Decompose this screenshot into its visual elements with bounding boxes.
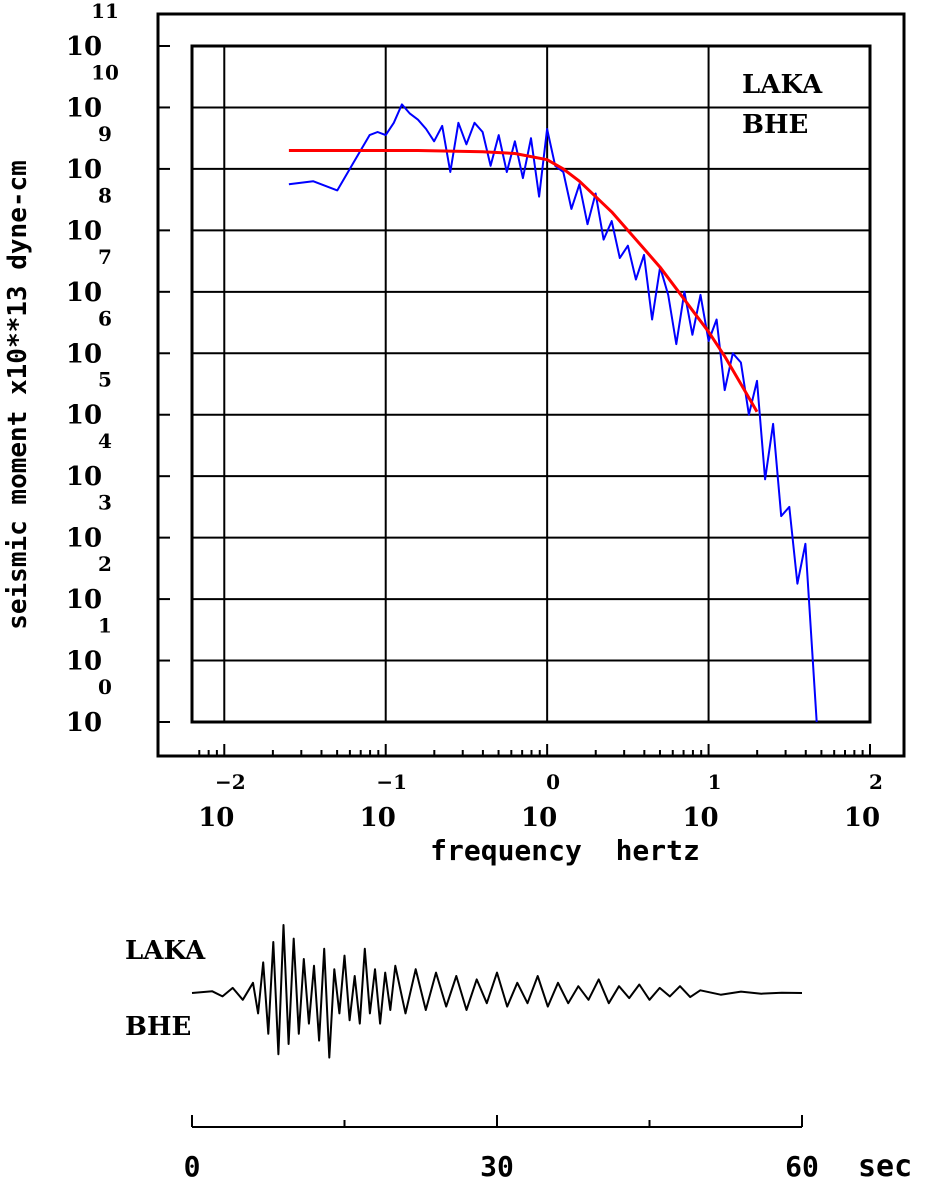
- seismogram-component-label: BHE: [125, 1012, 191, 1042]
- y-tick-marks: [158, 45, 170, 723]
- y-tick-label-base: 10: [66, 155, 102, 185]
- spectrum-series: [288, 103, 818, 723]
- x-tick-label-base: 10: [360, 803, 396, 833]
- spectrum-station-label: LAKA: [742, 70, 823, 100]
- spectrum-plot-area: [190, 44, 872, 724]
- y-tick-label-base: 10: [66, 401, 102, 431]
- x-tick-marks: [198, 744, 871, 756]
- time-tick-label: 0: [184, 1150, 201, 1183]
- x-tick-label-exponent: −1: [376, 770, 407, 794]
- x-tick-label-exponent: 2: [869, 770, 883, 794]
- y-tick-label-exponent: 4: [98, 429, 112, 453]
- seismogram-trace: [191, 924, 803, 1059]
- time-axis: 0 30 60: [184, 1115, 819, 1183]
- y-tick-label-exponent: 11: [91, 0, 119, 23]
- y-tick-label-exponent: 7: [98, 245, 112, 269]
- y-tick-label-exponent: 9: [98, 122, 112, 146]
- x-tick-label-exponent: −2: [215, 770, 246, 794]
- y-tick-label-exponent: 3: [98, 491, 112, 515]
- x-tick-labels: 10 −2 10 −1 10 0 10 1 10 2: [198, 770, 883, 833]
- seismogram-station-label: LAKA: [125, 936, 206, 966]
- spectrum-component-label: BHE: [742, 110, 808, 140]
- y-tick-label-exponent: 2: [98, 552, 112, 576]
- time-unit-label: sec: [858, 1149, 912, 1184]
- y-tick-label-base: 10: [66, 462, 102, 492]
- spectrum-model-fit-line: [288, 149, 759, 413]
- y-tick-label-base: 10: [66, 524, 102, 554]
- y-tick-label-base: 10: [66, 585, 102, 615]
- y-tick-label-exponent: 8: [98, 183, 112, 207]
- time-tick-label: 30: [480, 1150, 514, 1183]
- y-tick-label-exponent: 10: [91, 60, 119, 84]
- x-tick-label-base: 10: [521, 803, 557, 833]
- y-tick-label-base: 10: [66, 647, 102, 677]
- x-tick-label-base: 10: [844, 803, 880, 833]
- x-tick-label-exponent: 0: [546, 770, 560, 794]
- y-tick-label-base: 10: [66, 93, 102, 123]
- y-tick-label-base: 10: [66, 708, 102, 738]
- y-tick-label-exponent: 5: [98, 368, 112, 392]
- spectrum-observed-line: [288, 103, 818, 723]
- x-tick-label-exponent: 1: [708, 770, 722, 794]
- y-tick-label-exponent: 6: [98, 306, 112, 330]
- y-tick-label-base: 10: [66, 278, 102, 308]
- y-tick-label-exponent: 1: [98, 614, 112, 638]
- seismogram-line: [191, 924, 803, 1059]
- y-tick-label-base: 10: [66, 339, 102, 369]
- y-tick-label-base: 10: [66, 216, 102, 246]
- y-axis-label: seismic moment x10**13 dyne-cm: [3, 160, 33, 630]
- time-tick-label: 60: [785, 1150, 819, 1183]
- x-axis-label: frequency hertz: [430, 834, 700, 867]
- y-tick-label-base: 10: [66, 32, 102, 62]
- x-tick-label-base: 10: [198, 803, 234, 833]
- grid-lines: [192, 46, 870, 722]
- y-tick-label-exponent: 0: [98, 675, 112, 699]
- x-tick-label-base: 10: [682, 803, 718, 833]
